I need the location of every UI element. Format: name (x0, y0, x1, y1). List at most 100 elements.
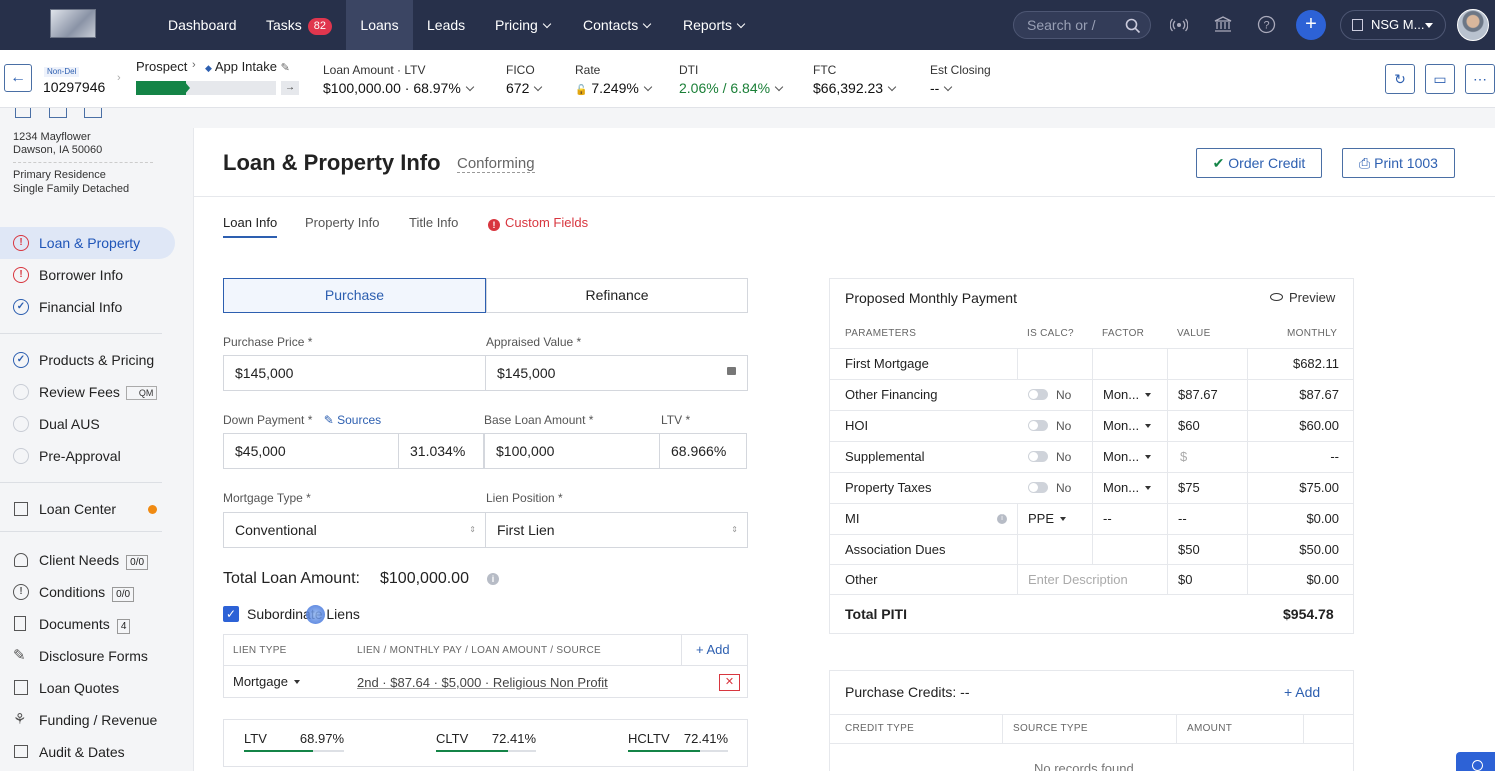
sidebar-item-products-pricing[interactable]: ✓ Products & Pricing (0, 344, 175, 376)
base-loan-input[interactable]: $100,000 (484, 433, 660, 469)
nav-pricing[interactable]: Pricing (495, 0, 552, 50)
value-input[interactable]: $87.67 (1178, 387, 1218, 402)
sidebar-item-client-needs[interactable]: Client Needs 0/0 (0, 544, 175, 576)
calc-toggle[interactable]: No (1028, 442, 1071, 472)
help-icon[interactable]: ? (1257, 15, 1276, 34)
sidebar-item-dual-aus[interactable]: Dual AUS (0, 408, 175, 440)
cursor-indicator (306, 605, 325, 624)
lien-position-select[interactable]: First Lien ⇕ (485, 512, 748, 548)
purchase-price-input[interactable]: $145,000 (223, 355, 486, 391)
factor-select[interactable]: Mon... (1103, 380, 1152, 410)
sidebar-item-review-fees[interactable]: Review Fees QM (0, 376, 175, 408)
nav-dashboard[interactable]: Dashboard (168, 17, 237, 33)
document-icon[interactable] (84, 108, 102, 118)
lock-icon[interactable] (727, 367, 736, 375)
ltv-input[interactable]: 68.966% (659, 433, 747, 469)
order-credit-button[interactable]: ✔ Order Credit (1196, 148, 1322, 178)
dti-label: DTI (679, 63, 699, 77)
preview-button[interactable]: Preview (1270, 290, 1335, 305)
tab-loan-info[interactable]: Loan Info (223, 215, 278, 238)
lien-type-select[interactable]: Mortgage (233, 674, 300, 689)
loan-program[interactable]: Conforming (457, 155, 535, 173)
sidebar-item-conditions[interactable]: ! Conditions 0/0 (0, 576, 175, 608)
value-input[interactable]: $ (1180, 449, 1188, 464)
nav-tasks[interactable]: Tasks 82 (266, 0, 333, 50)
sidebar-item-disclosure-forms[interactable]: ✎ Disclosure Forms (0, 640, 175, 672)
down-payment-percent-input[interactable]: 31.034% (398, 433, 484, 469)
purchase-toggle[interactable]: Purchase (223, 278, 486, 313)
sources-link[interactable]: ✎ Sources (323, 413, 382, 427)
nav-contacts[interactable]: Contacts (583, 0, 652, 50)
chevron-down-icon (944, 82, 953, 92)
subordinate-liens-table (223, 634, 748, 698)
appraised-value-input[interactable]: $145,000 (485, 355, 748, 391)
tab-property-info[interactable]: Property Info (305, 215, 380, 230)
factor-select[interactable]: Mon... (1103, 473, 1152, 503)
avatar[interactable] (1457, 9, 1489, 41)
help-widget-button[interactable] (1456, 752, 1495, 771)
refresh-button[interactable]: ↻ (1385, 64, 1415, 94)
refinance-toggle[interactable]: Refinance (486, 278, 748, 313)
down-payment-input[interactable]: $45,000 (223, 433, 399, 469)
mi-source-select[interactable]: PPE (1028, 504, 1067, 534)
sidebar-item-borrower-info[interactable]: ! Borrower Info (0, 259, 175, 291)
value-input[interactable]: $60 (1178, 418, 1200, 433)
edit-icon[interactable]: ✎ (280, 62, 290, 74)
company-logo[interactable] (50, 9, 96, 38)
factor-select[interactable]: Mon... (1103, 411, 1152, 441)
add-lien-button[interactable]: + Add (696, 642, 730, 657)
comments-button[interactable]: ▭ (1425, 64, 1455, 94)
value-input[interactable]: $50 (1178, 542, 1200, 557)
add-new-button[interactable]: + (1296, 10, 1326, 40)
info-icon[interactable]: i (487, 573, 499, 585)
email-icon[interactable] (15, 108, 31, 118)
print-1003-button[interactable]: ⎙ Print 1003 (1342, 148, 1455, 178)
est-closing-value[interactable]: -- (930, 80, 953, 96)
lien-detail-link[interactable]: 2nd · $87.64 · $5,000 · Religious Non Pr… (357, 675, 608, 690)
search-input[interactable]: Search or / (1013, 11, 1151, 39)
nav-leads[interactable]: Leads (427, 17, 466, 33)
broadcast-icon[interactable] (1170, 16, 1188, 34)
value-input[interactable]: $75 (1178, 480, 1200, 495)
nav-loans[interactable]: Loans (346, 0, 413, 50)
remove-lien-button[interactable]: ✕ (719, 674, 740, 691)
sidebar-item-audit-dates[interactable]: Audit & Dates (0, 736, 175, 768)
tab-custom-fields[interactable]: ! Custom Fields (488, 215, 588, 231)
more-options-button[interactable]: ⋯ (1465, 64, 1495, 94)
phone-icon[interactable] (49, 108, 67, 118)
nav-reports[interactable]: Reports (683, 0, 746, 50)
ftc-value[interactable]: $66,392.23 (813, 80, 897, 96)
info-icon[interactable]: i (997, 514, 1007, 524)
back-button[interactable]: ← (4, 64, 32, 92)
calc-toggle[interactable]: No (1028, 473, 1071, 503)
subordinate-liens-checkbox[interactable]: ✓ (223, 606, 239, 622)
stage-to[interactable]: ◆ App Intake ✎ (205, 59, 290, 74)
payment-row: Other Financing No Mon... $87.67 $87.67 (830, 379, 1353, 410)
org-selector[interactable]: NSG M... (1340, 10, 1446, 40)
factor-select[interactable]: Mon... (1103, 442, 1152, 472)
sidebar-item-documents[interactable]: Documents 4 (0, 608, 175, 640)
dti-value[interactable]: 2.06% / 6.84% (679, 80, 784, 96)
mortgage-type-select[interactable]: Conventional ⇕ (223, 512, 486, 548)
add-credit-button[interactable]: + Add (1284, 684, 1321, 700)
appraised-value-label: Appraised Value * (486, 335, 582, 349)
value-input[interactable]: $0 (1178, 572, 1193, 587)
monthly-header: MONTHLY (1287, 328, 1338, 339)
other-description-input[interactable]: Enter Description (1028, 572, 1128, 587)
sidebar-item-financial-info[interactable]: ✓ Financial Info (0, 291, 175, 323)
down-payment-label: Down Payment * ✎ Sources (223, 413, 382, 427)
rate-value[interactable]: 🔓 7.249% (575, 80, 653, 96)
sidebar-item-loan-center[interactable]: Loan Center (0, 493, 175, 525)
sidebar-item-loan-quotes[interactable]: Loan Quotes (0, 672, 175, 704)
sidebar-item-loan-property[interactable]: ! Loan & Property (0, 227, 175, 259)
lien-type-header: LIEN TYPE (233, 645, 287, 656)
fico-value[interactable]: 672 (506, 80, 543, 96)
calc-toggle[interactable]: No (1028, 380, 1071, 410)
bank-icon[interactable] (1214, 15, 1232, 33)
advance-stage-button[interactable]: → (281, 81, 299, 95)
sidebar-item-pre-approval[interactable]: Pre-Approval (0, 440, 175, 472)
loan-amount-value[interactable]: $100,000.00 · 68.97% (323, 80, 475, 96)
calc-toggle[interactable]: No (1028, 411, 1071, 441)
tab-title-info[interactable]: Title Info (409, 215, 459, 230)
sidebar-item-funding-revenue[interactable]: ⚘ Funding / Revenue (0, 704, 175, 736)
